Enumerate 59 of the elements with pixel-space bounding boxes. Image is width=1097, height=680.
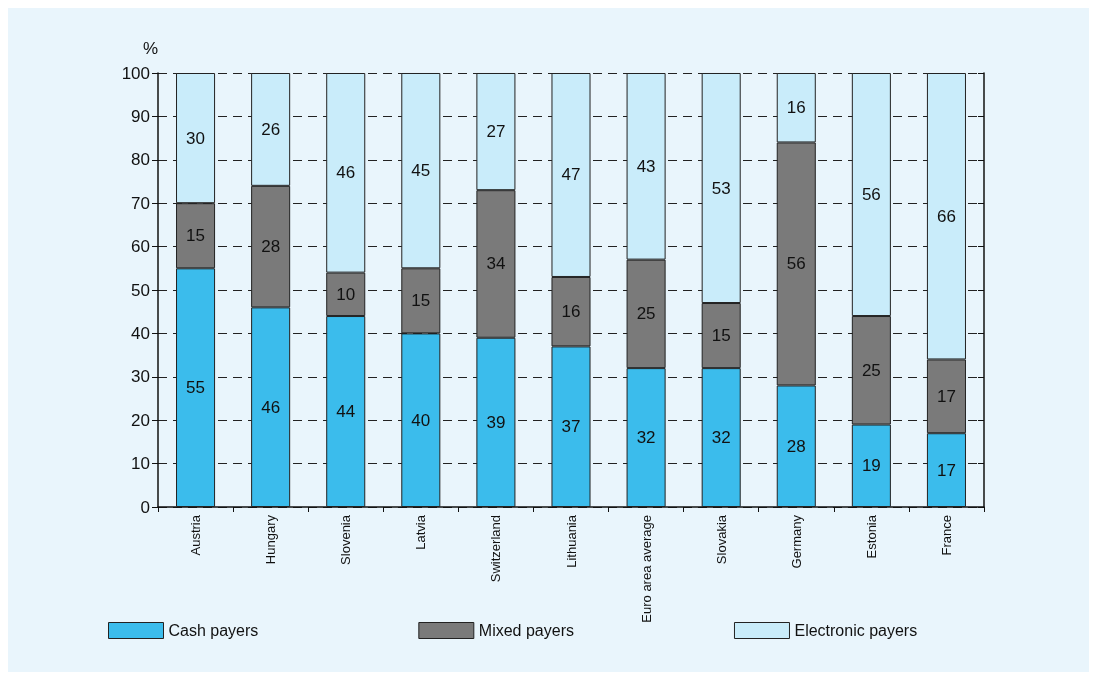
x-tick-label: Estonia	[863, 514, 879, 559]
data-label: 39	[486, 412, 506, 432]
legend-label: Electronic payers	[794, 622, 918, 639]
data-label: 56	[786, 254, 806, 274]
data-label: 55	[186, 378, 206, 398]
data-label: 15	[411, 291, 431, 311]
y-tick-label: 0	[140, 497, 150, 517]
y-tick-label: 80	[131, 150, 150, 170]
data-label: 25	[861, 360, 881, 380]
data-label: 28	[786, 436, 806, 456]
x-tick-label: France	[938, 515, 954, 556]
data-label: 45	[411, 161, 431, 181]
x-tick-label: Germany	[788, 514, 804, 569]
data-label: 15	[186, 226, 206, 246]
data-label: 32	[636, 428, 656, 448]
y-tick-label: 70	[131, 193, 150, 213]
y-tick-label: 20	[131, 410, 150, 430]
data-label: 30	[186, 128, 206, 148]
y-tick-label: 100	[121, 63, 150, 83]
data-label: 53	[711, 178, 731, 198]
data-label: 26	[261, 119, 281, 139]
data-label: 44	[336, 402, 356, 422]
x-tick-label: Austria	[188, 514, 204, 556]
legend-label: Mixed payers	[478, 622, 574, 639]
data-label: 10	[336, 284, 356, 304]
data-label: 16	[786, 98, 806, 118]
data-label: 27	[486, 122, 506, 142]
x-tick-label: Switzerland	[488, 515, 504, 583]
y-axis-title: %	[142, 39, 158, 58]
data-label: 46	[261, 397, 281, 417]
data-label: 37	[561, 417, 581, 437]
data-label: 15	[711, 326, 731, 346]
data-label: 28	[261, 237, 281, 257]
data-label: 66	[936, 206, 956, 226]
data-label: 43	[636, 156, 656, 176]
data-label: 47	[561, 165, 581, 185]
y-tick-label: 30	[131, 367, 150, 387]
x-tick-label: Latvia	[413, 514, 429, 550]
data-label: 40	[411, 410, 431, 430]
x-tick-label: Slovakia	[713, 514, 729, 565]
x-tick-label: Euro area average	[638, 515, 654, 623]
data-label: 17	[936, 460, 956, 480]
y-tick-label: 60	[131, 237, 150, 257]
data-label: 56	[861, 185, 881, 205]
y-tick-label: 90	[131, 106, 150, 126]
data-label: 32	[711, 428, 731, 448]
data-label: 19	[861, 456, 881, 476]
data-label: 16	[561, 302, 581, 322]
data-label: 25	[636, 304, 656, 324]
data-label: 17	[936, 386, 956, 406]
x-tick-label: Slovenia	[338, 514, 354, 565]
x-tick-label: Hungary	[263, 514, 279, 565]
x-tick-label: Lithuania	[563, 514, 579, 568]
y-tick-label: 10	[131, 454, 150, 474]
y-tick-label: 40	[131, 323, 150, 343]
y-tick-label: 50	[131, 280, 150, 300]
data-label: 46	[336, 163, 356, 183]
data-label: 34	[486, 254, 506, 274]
legend-label: Cash payers	[168, 622, 259, 639]
